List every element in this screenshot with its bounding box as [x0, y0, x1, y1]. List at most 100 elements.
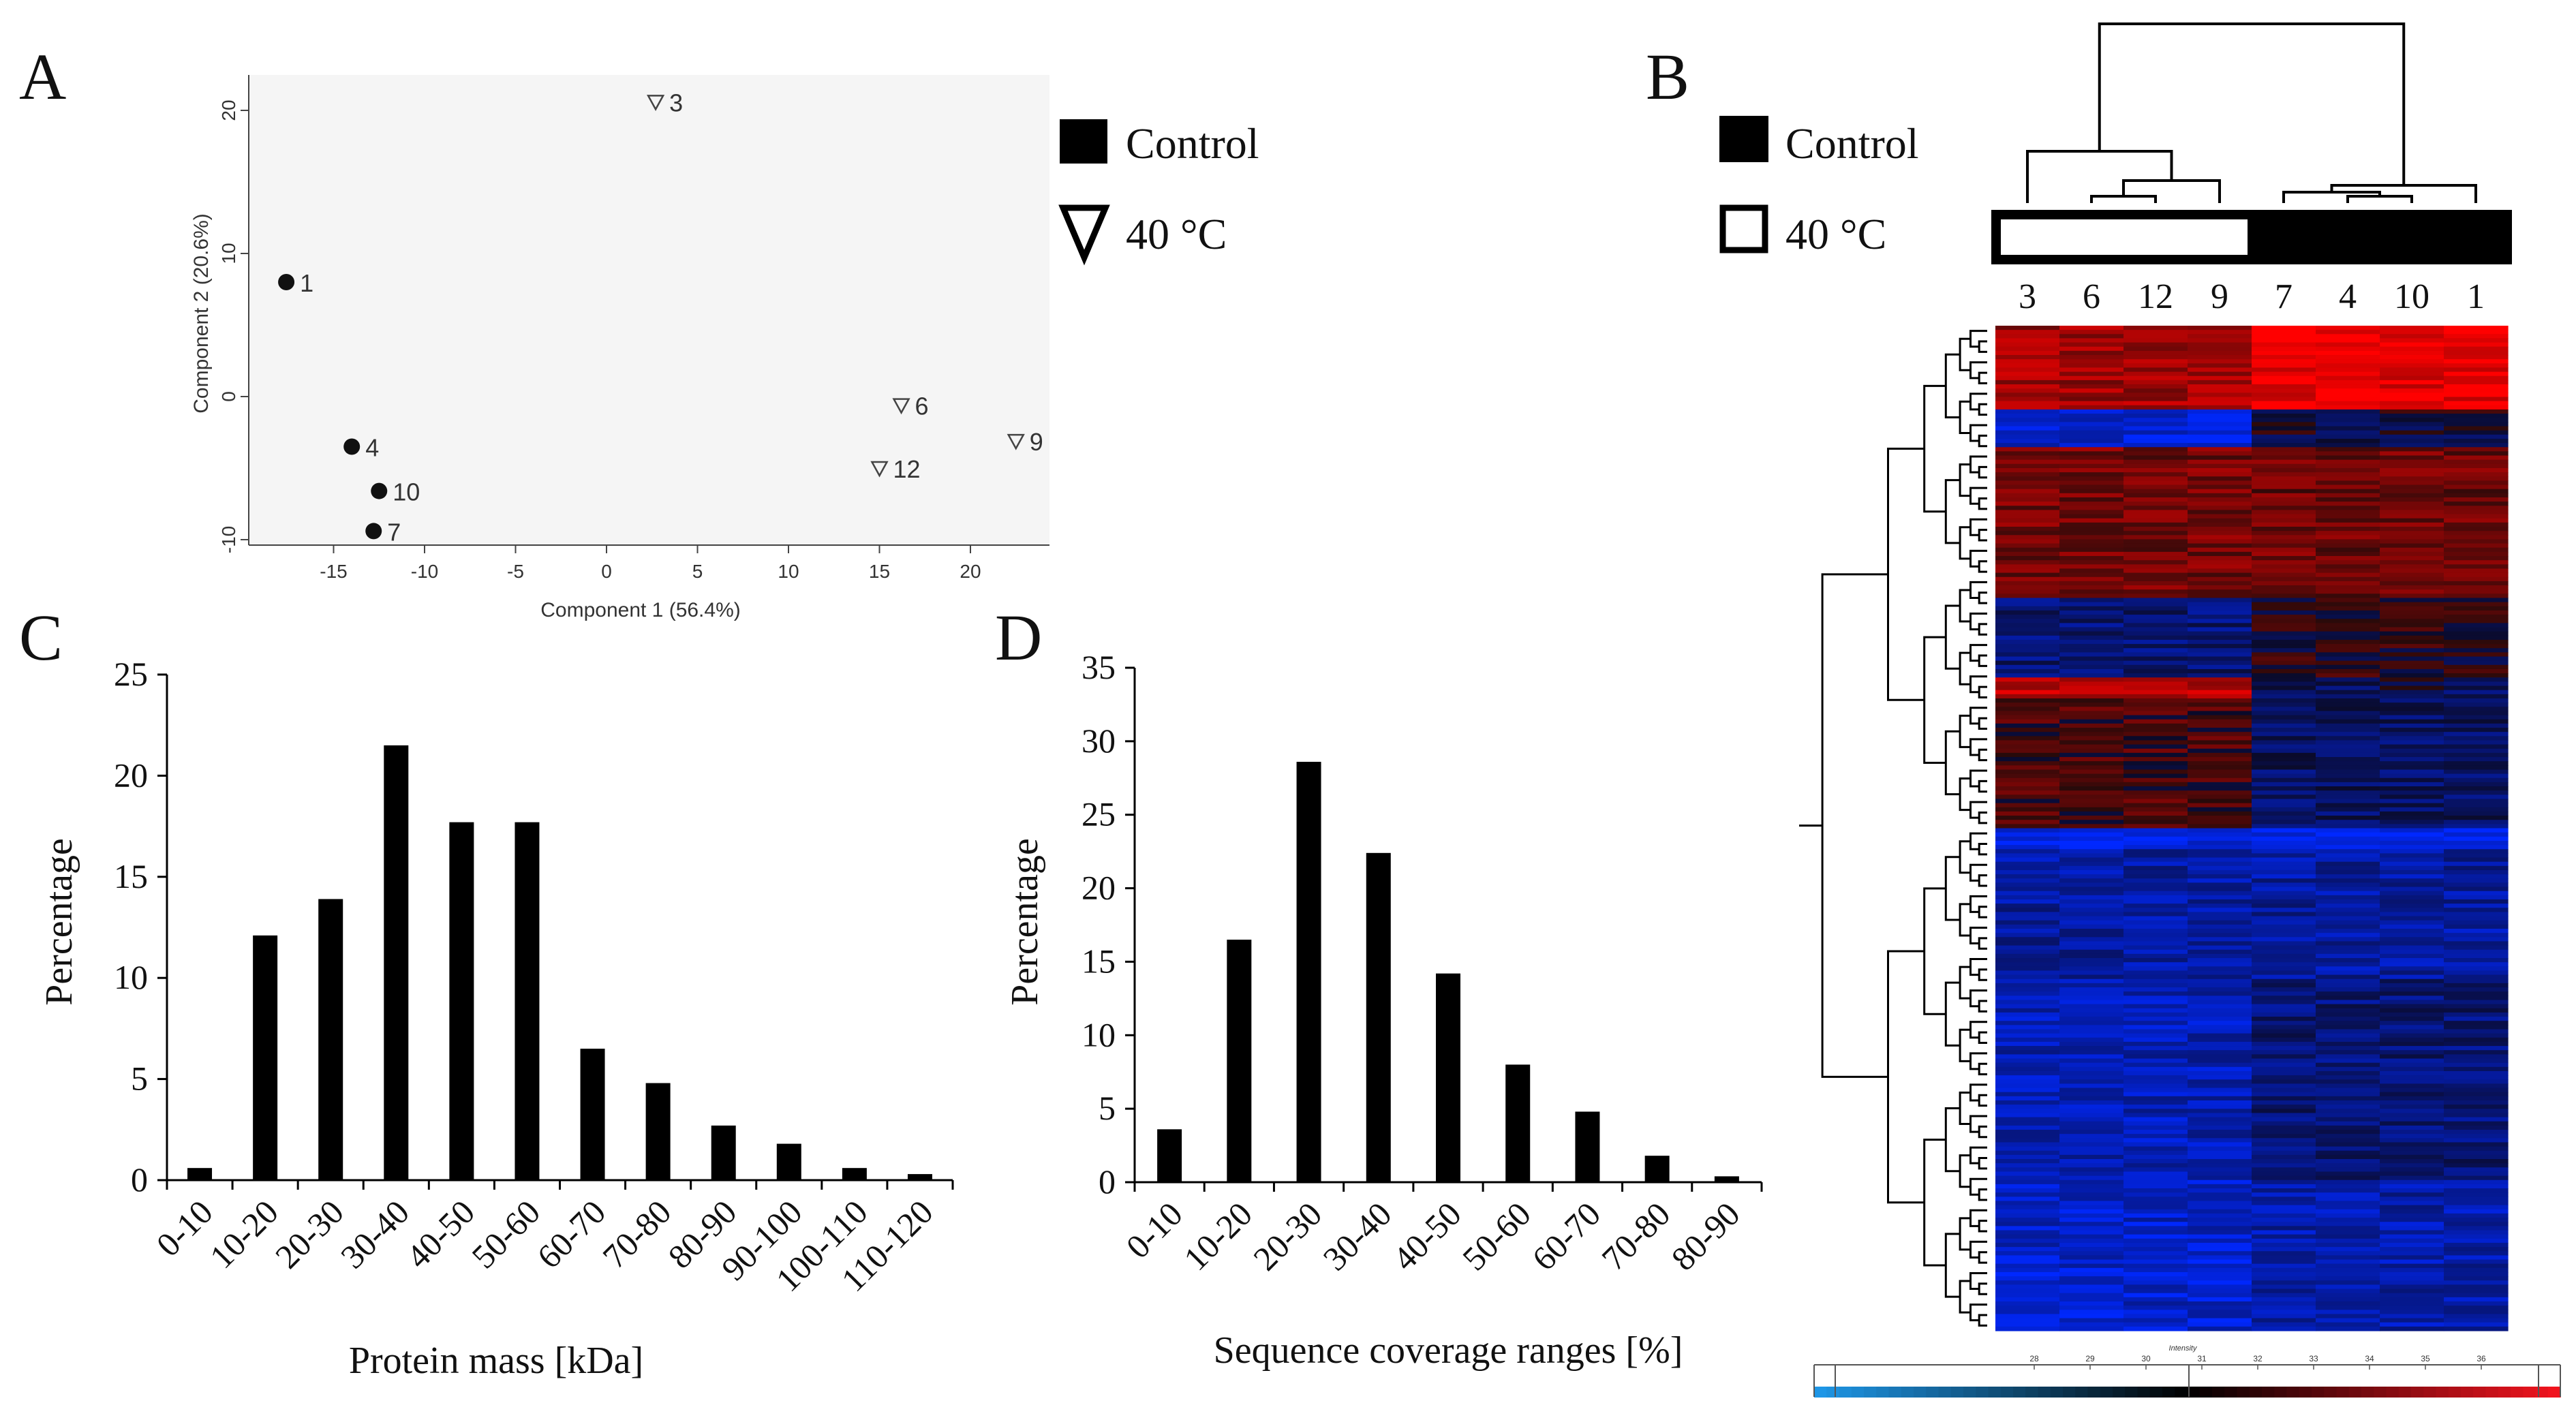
heatmap-cell: [2444, 635, 2509, 640]
heatmap-cell: [2059, 644, 2124, 649]
heatmap-cell: [2316, 836, 2380, 842]
heatmap-cell: [2059, 652, 2124, 658]
heatmap-cell: [2316, 338, 2380, 343]
heatmap-cell: [2380, 359, 2444, 364]
heatmap-cell: [2380, 1146, 2444, 1152]
heatmap-cell: [2252, 899, 2316, 904]
heatmap-cell: [2380, 1322, 2444, 1327]
heatmap-cell: [2444, 1255, 2509, 1261]
heatmap-cell: [2316, 703, 2380, 707]
heatmap-cell: [1995, 380, 2060, 385]
colorbar-segment: [2386, 1387, 2399, 1398]
column-label: 6: [2083, 277, 2100, 316]
heatmap-cell: [2059, 326, 2124, 330]
heatmap-cell: [2188, 1066, 2252, 1072]
heatmap-cell: [2123, 409, 2188, 414]
heatmap-cell: [2444, 1163, 2509, 1168]
heatmap-cell: [2380, 1087, 2444, 1093]
bar-60-70: [1575, 1111, 1600, 1182]
heatmap-cell: [1995, 723, 2060, 728]
heatmap-cell: [2316, 1083, 2380, 1089]
heatmap-cell: [1995, 1150, 2060, 1156]
row-dendrogram-branch: [1944, 981, 1961, 1047]
heatmap-cell: [2123, 874, 2188, 879]
heatmap-cell: [2123, 799, 2188, 804]
heatmap-cell: [2059, 660, 2124, 666]
heatmap-cell: [2059, 355, 2124, 360]
heatmap-cell: [2380, 836, 2444, 842]
heatmap-cell: [2059, 581, 2124, 586]
heatmap-cell: [2059, 715, 2124, 720]
colorbar-segment: [1963, 1387, 1977, 1398]
row-dendrogram-branch: [1978, 874, 1987, 887]
colorbar-segment: [2336, 1387, 2350, 1398]
heatmap-cell: [2123, 656, 2188, 662]
heatmap-cell: [2188, 757, 2252, 762]
heatmap-cell: [1995, 1222, 2060, 1226]
x-tick-label: 60-70: [1524, 1194, 1608, 1278]
heatmap-cell: [1995, 619, 2060, 623]
heatmap-cell: [2059, 1179, 2124, 1185]
heatmap-cell: [2188, 728, 2252, 732]
heatmap-cell: [2123, 899, 2188, 904]
heatmap-cell: [2059, 794, 2124, 800]
heatmap-cell: [2380, 615, 2444, 619]
heatmap-cell: [2059, 773, 2124, 779]
heatmap-cell: [1995, 1146, 2060, 1152]
heatmap-cell: [2380, 820, 2444, 824]
heatmap-cell: [2123, 836, 2188, 842]
heatmap-cell: [2444, 639, 2509, 645]
heatmap-cell: [2188, 1318, 2252, 1323]
column-label: 4: [2339, 277, 2357, 316]
heatmap-cell: [1995, 1079, 2060, 1084]
heatmap-cell: [2252, 1288, 2316, 1294]
heatmap-cell: [2059, 401, 2124, 406]
heatmap-cell: [1995, 547, 2060, 553]
heatmap-cell: [2380, 422, 2444, 427]
heatmap-cell: [2252, 895, 2316, 900]
heatmap-cell: [2059, 1310, 2124, 1315]
heatmap-cell: [2380, 589, 2444, 594]
heatmap-cell: [2252, 388, 2316, 393]
heatmap-cell: [2123, 1146, 2188, 1152]
heatmap-cell: [2059, 510, 2124, 515]
heatmap-cell: [2444, 338, 2509, 343]
heatmap-cell: [2252, 463, 2316, 469]
heatmap-cell: [2252, 1029, 2316, 1034]
row-dendrogram-branch: [1944, 856, 1961, 921]
heatmap-cell: [2444, 1276, 2509, 1281]
heatmap-cell: [2444, 560, 2509, 565]
heatmap-cell: [2188, 1222, 2252, 1226]
heatmap-cell: [2380, 527, 2444, 531]
heatmap-cell: [2059, 1213, 2124, 1218]
heatmap-cell: [1995, 531, 2060, 536]
heatmap-cell: [2059, 1075, 2124, 1080]
heatmap-cell: [2059, 514, 2124, 519]
heatmap-cell: [2188, 904, 2252, 908]
heatmap-cell: [2059, 522, 2124, 527]
heatmap-cell: [2059, 1259, 2124, 1265]
heatmap-cell: [2188, 1242, 2252, 1248]
heatmap-cell: [2252, 958, 2316, 963]
heatmap-cell: [2252, 752, 2316, 758]
heatmap-cell: [2316, 1192, 2380, 1197]
heatmap-cell: [2188, 1293, 2252, 1298]
heatmap-cell: [1995, 1163, 2060, 1168]
heatmap-cell: [2316, 1251, 2380, 1256]
heatmap-cell: [2380, 1167, 2444, 1173]
heatmap-cell: [2316, 497, 2380, 502]
heatmap-cell: [2123, 1079, 2188, 1084]
heatmap-cell: [2059, 371, 2124, 377]
heatmap-cell: [2059, 832, 2124, 837]
row-dendrogram-branch: [1959, 337, 1971, 371]
heatmap-cell: [2252, 560, 2316, 565]
heatmap-cell: [2123, 828, 2188, 833]
heatmap-cell: [2188, 342, 2252, 348]
heatmap-cell: [2380, 765, 2444, 771]
y-tick-label: 10: [114, 958, 148, 996]
heatmap-cell: [2123, 543, 2188, 549]
heatmap-cell: [2123, 1267, 2188, 1273]
heatmap-cell: [2444, 656, 2509, 662]
heatmap-cell: [2188, 685, 2252, 691]
row-dendrogram-branch: [1978, 685, 1987, 698]
